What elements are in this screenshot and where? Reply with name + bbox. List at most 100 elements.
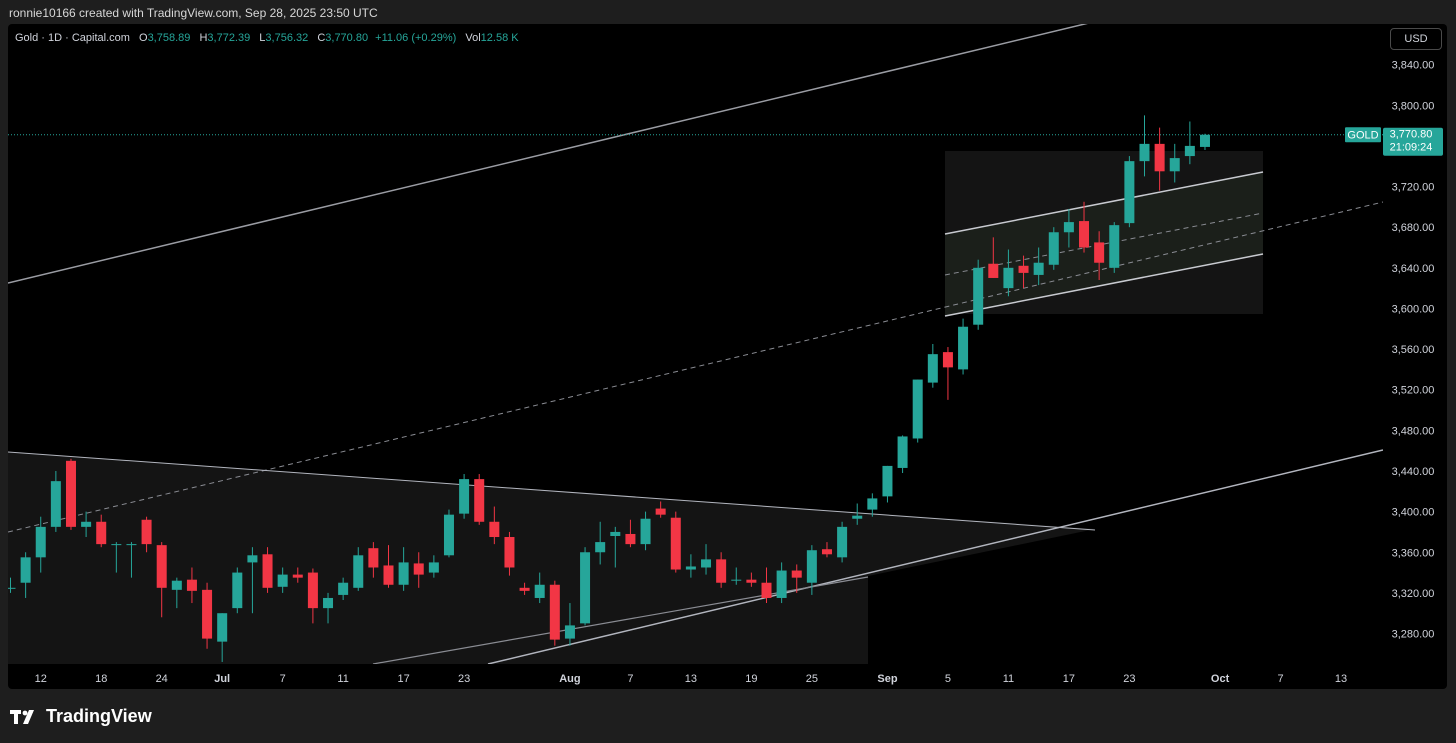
candle-body	[474, 479, 485, 522]
candle-body	[761, 582, 772, 598]
candle-body	[171, 580, 182, 590]
candlestick-chart[interactable]: 3,840.00 3,800.00 3,720.00 3,680.00 3,640.00…	[8, 24, 1447, 689]
candle-body	[141, 519, 152, 545]
candle-body	[1199, 134, 1210, 147]
time-axis-label: 11	[1003, 673, 1014, 685]
price-axis-label: 3,840.00	[1392, 60, 1435, 72]
candle-body	[776, 570, 787, 598]
candle-body	[35, 526, 46, 558]
time-axis-label: Aug	[559, 673, 580, 685]
candle-body	[1109, 225, 1120, 268]
candle-body	[912, 379, 923, 439]
candle-body	[8, 587, 16, 589]
candle-body	[927, 354, 938, 383]
candle-body	[383, 565, 394, 585]
candle-body	[821, 549, 832, 555]
candle-body	[655, 508, 666, 515]
chart-credit: ronnie10166 created with TradingView.com…	[9, 6, 378, 20]
candle-body	[837, 526, 848, 558]
symbol-title[interactable]: Gold · 1D · Capital.com	[15, 32, 130, 44]
ohlc-legend: Gold · 1D · Capital.com O3,758.89 H3,772…	[15, 32, 519, 44]
candle-body	[882, 465, 893, 497]
change-value: +11.06 (+0.29%)	[375, 32, 457, 44]
time-axis-label: 24	[156, 673, 168, 685]
candle-body	[1094, 242, 1105, 263]
candle-body	[428, 562, 439, 573]
candle-body	[247, 555, 258, 563]
flag-upper-line	[944, 171, 1264, 235]
time-axis-label: 17	[397, 673, 409, 685]
candle-body	[595, 542, 606, 553]
candle-body	[685, 566, 696, 570]
price-axis-label: 3,400.00	[1392, 507, 1435, 519]
price-axis-label: 3,640.00	[1392, 263, 1435, 275]
candle-body	[111, 544, 122, 546]
candles-layer	[8, 115, 1210, 662]
candle-body	[988, 263, 999, 278]
close-label: C	[317, 32, 326, 44]
candle-body	[459, 479, 470, 514]
candle-body	[368, 548, 379, 568]
candle-body	[1154, 143, 1165, 172]
candle-body	[398, 562, 409, 585]
price-axis-label: 3,680.00	[1392, 222, 1435, 234]
low-value: 3,756.32	[265, 32, 309, 44]
main-channel-midline	[8, 201, 1383, 533]
candle-body	[942, 352, 953, 368]
low-label: L	[259, 32, 266, 44]
time-axis-label: 13	[685, 673, 697, 685]
price-axis-label: 3,720.00	[1392, 182, 1435, 194]
time-axis-label: Jul	[214, 673, 230, 685]
candle-body	[1184, 145, 1195, 157]
candle-body	[262, 554, 273, 588]
candle-body	[20, 557, 31, 583]
candle-body	[852, 515, 863, 519]
candle-body	[731, 579, 742, 581]
price-tag-symbol: GOLD	[1347, 130, 1378, 142]
candle-body	[580, 552, 591, 624]
candle-body	[1063, 222, 1074, 233]
candle-body	[1003, 267, 1014, 289]
time-axis-label: 11	[337, 673, 348, 685]
volume-label: Vol	[465, 32, 481, 44]
chart-frame[interactable]: 3,840.00 3,800.00 3,720.00 3,680.00 3,640.00…	[8, 24, 1447, 689]
price-tag-countdown: 21:09:24	[1390, 142, 1433, 154]
candle-body	[96, 521, 107, 545]
candle-body	[973, 267, 984, 325]
candle-body	[353, 555, 364, 588]
high-label: H	[199, 32, 208, 44]
price-axis-label: 3,320.00	[1392, 588, 1435, 600]
price-axis[interactable]: 3,840.00 3,800.00 3,720.00 3,680.00 3,640.00…	[1392, 60, 1435, 641]
candle-body	[625, 533, 636, 545]
candle-body	[186, 579, 197, 591]
candle-body	[867, 498, 878, 510]
candle-body	[292, 574, 303, 578]
price-axis-label: 3,800.00	[1392, 100, 1435, 112]
price-tag-price: 3,770.80	[1390, 129, 1433, 141]
price-tag-symbol-box	[1345, 127, 1381, 143]
main-channel-upper-line	[8, 24, 1088, 284]
candle-body	[323, 597, 334, 609]
open-label: O	[139, 32, 148, 44]
price-axis-label: 3,560.00	[1392, 344, 1435, 356]
time-axis-label: 5	[945, 673, 951, 685]
candle-body	[701, 559, 712, 568]
candle-body	[232, 572, 243, 609]
volume-value: 12.58 K	[480, 32, 519, 44]
currency-button[interactable]: USD	[1390, 28, 1442, 50]
price-axis-label: 3,480.00	[1392, 425, 1435, 437]
candle-body	[1033, 262, 1044, 275]
candle-body	[806, 550, 817, 583]
candle-body	[716, 559, 727, 583]
candle-body	[156, 545, 167, 588]
candle-body	[413, 563, 424, 575]
candle-body	[1079, 221, 1090, 248]
tradingview-logo[interactable]: TradingView	[10, 706, 152, 727]
candle-body	[746, 579, 757, 583]
candle-body	[217, 613, 228, 642]
flag-lower-line	[944, 253, 1264, 317]
time-axis[interactable]: 12 18 24 Jul 7 11 17 23 Aug 7 13 19 25 Sep 5 11 17 23 Oct 7…	[35, 673, 1348, 685]
time-axis-label: 23	[458, 673, 470, 685]
brand-name: TradingView	[46, 706, 152, 726]
time-axis-label: 23	[1123, 673, 1135, 685]
